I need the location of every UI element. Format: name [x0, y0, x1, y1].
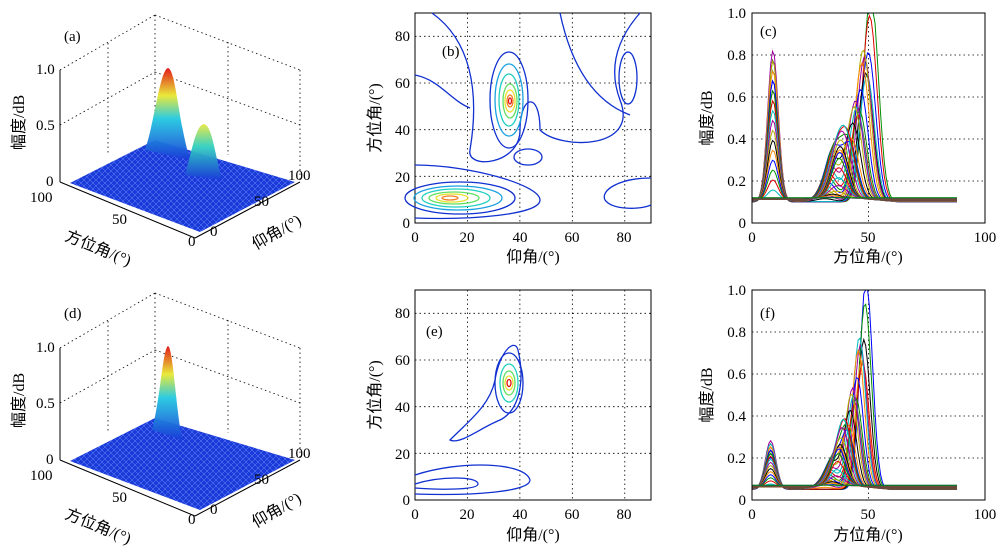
svg-text:50: 50	[861, 230, 876, 246]
svg-text:20: 20	[460, 230, 475, 246]
panel-c-lines: 0 50 100 0 0.2 0.4 0.6 0.8 1.0 (c) 方位角/(…	[698, 6, 996, 266]
svg-text:20: 20	[395, 170, 410, 186]
xlabel-d: 方位角/(°)	[63, 505, 134, 548]
svg-text:0: 0	[188, 234, 196, 250]
svg-text:80: 80	[617, 230, 632, 246]
svg-text:0: 0	[411, 230, 419, 246]
svg-text:40: 40	[395, 123, 410, 139]
svg-text:100: 100	[288, 446, 311, 462]
svg-text:100: 100	[30, 468, 53, 484]
surface-peak-secondary	[185, 124, 222, 180]
svg-text:0.4: 0.4	[727, 409, 746, 425]
svg-text:100: 100	[974, 507, 997, 523]
ylabel-a: 仰角/(°)	[249, 211, 304, 253]
series-lines	[751, 289, 957, 490]
svg-text:50: 50	[112, 490, 127, 506]
svg-text:0: 0	[210, 224, 218, 240]
svg-text:50: 50	[254, 472, 269, 488]
svg-text:100: 100	[288, 168, 311, 184]
xlabel-b: 仰角/(°)	[506, 248, 560, 266]
svg-text:80: 80	[395, 29, 410, 45]
svg-text:0.5: 0.5	[36, 118, 55, 134]
svg-text:0: 0	[403, 493, 411, 509]
svg-text:0: 0	[739, 216, 747, 232]
svg-text:0.4: 0.4	[727, 132, 746, 148]
svg-text:60: 60	[565, 230, 580, 246]
surface-peak-main	[145, 68, 190, 160]
svg-text:0: 0	[403, 216, 411, 232]
svg-text:0.2: 0.2	[727, 451, 746, 467]
panel-label-f: (f)	[760, 306, 775, 322]
svg-text:0.5: 0.5	[36, 396, 55, 412]
svg-text:50: 50	[861, 507, 876, 523]
panel-e-contour: 0 20 40 60 80 0 20 40 60 80 (e) 仰角/(°) 方…	[366, 289, 652, 544]
svg-text:0.8: 0.8	[727, 48, 746, 64]
svg-text:1.0: 1.0	[727, 6, 746, 22]
svg-text:100: 100	[974, 230, 997, 246]
panel-label-e: (e)	[426, 324, 443, 340]
panel-label-c: (c)	[760, 24, 777, 40]
svg-text:100: 100	[30, 190, 53, 206]
ylabel-e: 方位角/(°)	[366, 360, 384, 430]
ylabel-b: 方位角/(°)	[366, 83, 384, 153]
svg-text:0: 0	[188, 512, 196, 528]
panel-label-a: (a)	[64, 29, 81, 45]
svg-text:0: 0	[748, 230, 756, 246]
surface-base	[70, 418, 295, 510]
panel-d-surface: 1.0 0.5 0 100 50 0 0 50 100 (d) 幅度/dB 方位…	[10, 292, 311, 548]
svg-text:20: 20	[395, 447, 410, 463]
svg-text:60: 60	[395, 353, 410, 369]
svg-text:0.2: 0.2	[727, 174, 746, 190]
svg-text:40: 40	[395, 400, 410, 416]
surface-peak-main	[152, 346, 182, 440]
svg-text:0: 0	[411, 507, 419, 523]
xlabel-a: 方位角/(°)	[63, 227, 134, 270]
surface-base	[70, 140, 295, 232]
svg-text:0.8: 0.8	[727, 325, 746, 341]
svg-text:0: 0	[748, 507, 756, 523]
svg-text:1.0: 1.0	[36, 62, 55, 78]
svg-text:20: 20	[460, 507, 475, 523]
svg-text:0.6: 0.6	[727, 90, 746, 106]
xlabel-c: 方位角/(°)	[833, 248, 903, 266]
xlabel-f: 方位角/(°)	[833, 526, 903, 544]
svg-text:0.6: 0.6	[727, 367, 746, 383]
contour-lines	[404, 12, 652, 220]
ylabel-d: 仰角/(°)	[249, 489, 304, 531]
panel-b-contour: 0 20 40 60 80 0 20 40 60 80 (b) 仰角/(°) 方…	[366, 12, 652, 266]
svg-text:50: 50	[254, 194, 269, 210]
panel-label-d: (d)	[64, 306, 82, 322]
ylabel-f: 幅度/dB	[698, 367, 716, 422]
zlabel-a: 幅度/dB	[10, 95, 28, 150]
svg-text:60: 60	[565, 507, 580, 523]
svg-text:0: 0	[739, 493, 747, 509]
xlabel-e: 仰角/(°)	[506, 526, 560, 544]
svg-text:80: 80	[617, 507, 632, 523]
svg-text:0: 0	[46, 452, 54, 468]
svg-text:1.0: 1.0	[36, 340, 55, 356]
panel-a-surface: 1.0 0.5 0 100 50 0 0 50 100 (a) 幅度/dB 方位…	[10, 14, 311, 270]
svg-text:0: 0	[210, 502, 218, 518]
svg-text:0: 0	[46, 174, 54, 190]
svg-text:1.0: 1.0	[727, 283, 746, 299]
svg-text:40: 40	[513, 507, 528, 523]
svg-text:80: 80	[395, 306, 410, 322]
panel-f-lines: 0 50 100 0 0.2 0.4 0.6 0.8 1.0 (f) 方位角/(…	[698, 283, 996, 544]
panel-label-b: (b)	[442, 44, 460, 60]
ylabel-c: 幅度/dB	[698, 90, 716, 145]
svg-text:60: 60	[395, 76, 410, 92]
contour-lines	[414, 344, 531, 496]
svg-text:50: 50	[112, 212, 127, 228]
svg-text:40: 40	[513, 230, 528, 246]
series-line	[751, 337, 957, 490]
zlabel-d: 幅度/dB	[10, 373, 28, 428]
series-lines	[751, 12, 957, 203]
